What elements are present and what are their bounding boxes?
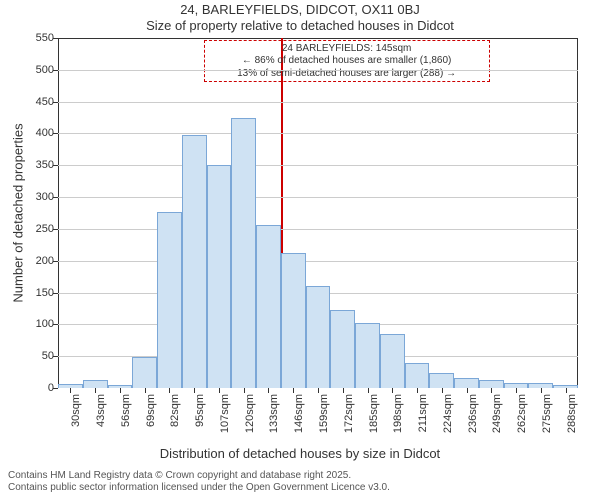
histogram-bar [479, 380, 504, 388]
x-tick-label: 211sqm [417, 388, 429, 432]
x-tick-label: 172sqm [343, 388, 355, 433]
x-tick-label: 95sqm [194, 388, 206, 427]
x-tick-label: 107sqm [219, 388, 231, 433]
histogram-bar [207, 165, 232, 388]
x-tick-label: 43sqm [95, 388, 107, 427]
x-tick-label: 30sqm [70, 388, 82, 427]
footer-line-1: Contains HM Land Registry data © Crown c… [8, 470, 390, 482]
y-tick-label: 200 [36, 255, 54, 267]
annotation-line-1: 24 BARLEYFIELDS: 145sqm [209, 43, 485, 56]
y-tick-label: 450 [36, 96, 54, 108]
histogram-bar [330, 310, 355, 388]
footer: Contains HM Land Registry data © Crown c… [8, 470, 390, 494]
x-tick-label: 249sqm [491, 388, 503, 433]
x-tick-label: 69sqm [145, 388, 157, 427]
grid-line [58, 197, 578, 198]
annotation-line-2: ← 86% of detached houses are smaller (1,… [209, 55, 485, 68]
y-tick-label: 0 [48, 382, 54, 394]
histogram-bar [454, 378, 479, 388]
x-axis-label: Distribution of detached houses by size … [0, 446, 600, 461]
y-tick-label: 150 [36, 287, 54, 299]
chart-container: 24, BARLEYFIELDS, DIDCOT, OX11 0BJ Size … [0, 0, 600, 500]
histogram-bar [380, 334, 405, 388]
x-tick-label: 262sqm [516, 388, 528, 433]
histogram-bar [231, 118, 256, 388]
x-tick-label: 82sqm [169, 388, 181, 427]
histogram-bar [281, 253, 306, 388]
histogram-bar [157, 212, 182, 388]
y-tick-label: 100 [36, 318, 54, 330]
y-tick-label: 350 [36, 159, 54, 171]
grid-line [58, 261, 578, 262]
y-axis-label: Number of detached properties [11, 123, 26, 302]
x-tick-label: 198sqm [392, 388, 404, 433]
y-tick-label: 300 [36, 191, 54, 203]
histogram-bar [83, 380, 108, 388]
x-tick-label: 288sqm [566, 388, 578, 433]
x-tick-label: 56sqm [120, 388, 132, 427]
y-tick-label: 400 [36, 127, 54, 139]
histogram-bar [429, 373, 454, 388]
title-line-2: Size of property relative to detached ho… [0, 18, 600, 33]
x-tick-label: 185sqm [368, 388, 380, 433]
grid-line [58, 165, 578, 166]
footer-line-2: Contains public sector information licen… [8, 482, 390, 494]
histogram-bar [405, 363, 430, 388]
grid-line [58, 133, 578, 134]
y-tick-label: 250 [36, 223, 54, 235]
y-tick-label: 50 [42, 350, 54, 362]
histogram-bar [306, 286, 331, 388]
grid-line [58, 229, 578, 230]
x-tick-label: 224sqm [442, 388, 454, 433]
x-tick-label: 236sqm [467, 388, 479, 433]
x-tick-label: 120sqm [244, 388, 256, 433]
plot-area: 24 BARLEYFIELDS: 145sqm ← 86% of detache… [58, 38, 578, 388]
x-tick-label: 159sqm [318, 388, 330, 433]
x-tick-label: 146sqm [293, 388, 305, 433]
x-tick-label: 133sqm [268, 388, 280, 433]
histogram-bar [355, 323, 380, 388]
grid-line [58, 70, 578, 71]
title-line-1: 24, BARLEYFIELDS, DIDCOT, OX11 0BJ [0, 2, 600, 17]
histogram-bar [182, 135, 207, 388]
annotation-box: 24 BARLEYFIELDS: 145sqm ← 86% of detache… [204, 40, 490, 82]
y-tick-label: 500 [36, 64, 54, 76]
y-tick-label: 550 [36, 32, 54, 44]
grid-line [58, 102, 578, 103]
x-tick-label: 275sqm [541, 388, 553, 433]
histogram-bar [256, 225, 281, 388]
histogram-bar [132, 357, 157, 388]
